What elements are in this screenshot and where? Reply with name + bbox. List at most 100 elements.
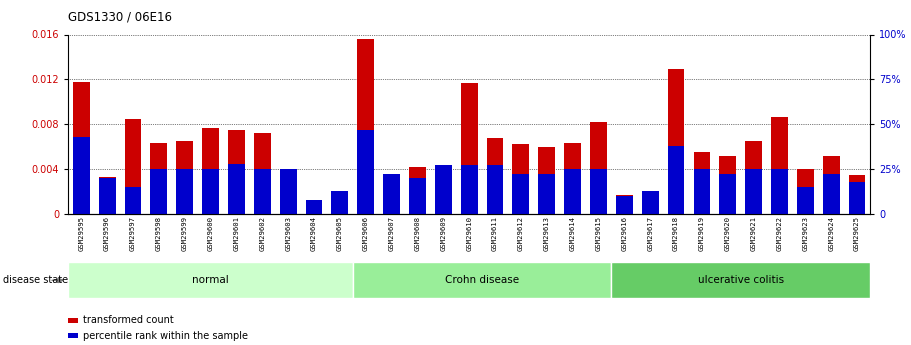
Bar <box>332 190 348 214</box>
Bar <box>720 175 736 214</box>
Bar <box>435 177 452 214</box>
Bar <box>254 133 271 214</box>
Bar <box>177 141 193 214</box>
Bar <box>564 143 581 214</box>
Bar <box>68 333 78 338</box>
Bar <box>513 144 529 214</box>
Bar <box>228 130 245 214</box>
Bar <box>202 169 219 214</box>
Text: percentile rank within the sample: percentile rank within the sample <box>83 331 248 341</box>
Bar <box>461 83 477 214</box>
Text: GSM29597: GSM29597 <box>130 216 136 251</box>
Text: GSM29612: GSM29612 <box>517 216 524 251</box>
Text: GSM29603: GSM29603 <box>285 216 292 251</box>
Text: GSM29611: GSM29611 <box>492 216 498 251</box>
Bar <box>849 181 865 214</box>
Bar <box>177 169 193 214</box>
Bar <box>384 175 400 214</box>
Bar <box>486 166 504 214</box>
Bar <box>823 175 840 214</box>
Text: GSM29614: GSM29614 <box>569 216 576 251</box>
Bar <box>616 196 633 214</box>
Bar <box>280 170 297 214</box>
Bar <box>771 169 788 214</box>
Bar <box>461 166 477 214</box>
Text: GSM29598: GSM29598 <box>156 216 162 251</box>
Bar <box>641 191 659 214</box>
Text: GSM29605: GSM29605 <box>337 216 343 251</box>
Bar <box>564 169 581 214</box>
Bar <box>823 156 840 214</box>
Text: GSM29599: GSM29599 <box>181 216 188 251</box>
Text: GSM29620: GSM29620 <box>725 216 731 251</box>
Text: GSM29601: GSM29601 <box>233 216 240 251</box>
Bar <box>305 199 322 214</box>
Bar <box>538 147 555 214</box>
Text: GSM29616: GSM29616 <box>621 216 628 251</box>
Text: GSM29606: GSM29606 <box>363 216 369 251</box>
Bar <box>745 141 762 214</box>
Text: GSM29619: GSM29619 <box>699 216 705 251</box>
Bar <box>353 262 611 298</box>
Text: GSM29624: GSM29624 <box>828 216 834 251</box>
Bar <box>98 178 116 214</box>
Bar <box>771 117 788 214</box>
Bar <box>797 187 814 214</box>
Text: GSM29607: GSM29607 <box>389 216 394 251</box>
Text: GSM29595: GSM29595 <box>78 216 84 251</box>
Text: Crohn disease: Crohn disease <box>445 275 519 285</box>
Bar <box>720 156 736 214</box>
Text: GSM29602: GSM29602 <box>260 216 265 251</box>
Text: GSM29615: GSM29615 <box>596 216 601 251</box>
Bar <box>693 169 711 214</box>
Bar <box>254 169 271 214</box>
Bar <box>616 195 633 214</box>
Text: GDS1330 / 06E16: GDS1330 / 06E16 <box>68 10 172 23</box>
Text: GSM29625: GSM29625 <box>855 216 860 251</box>
Bar <box>668 146 684 214</box>
Bar <box>125 119 141 214</box>
Bar <box>98 177 116 214</box>
Bar <box>668 69 684 214</box>
Text: GSM29622: GSM29622 <box>776 216 783 251</box>
Bar <box>409 178 425 214</box>
Text: GSM29621: GSM29621 <box>751 216 757 251</box>
Text: GSM29613: GSM29613 <box>544 216 549 251</box>
Bar <box>73 82 89 214</box>
Bar <box>849 175 865 214</box>
Bar <box>125 187 141 214</box>
Bar <box>73 137 89 214</box>
Text: GSM29618: GSM29618 <box>673 216 679 251</box>
Text: GSM29623: GSM29623 <box>803 216 808 251</box>
Bar <box>435 166 452 214</box>
Bar <box>590 122 607 214</box>
Bar <box>693 152 711 214</box>
Text: GSM29609: GSM29609 <box>440 216 446 251</box>
Bar <box>150 143 168 214</box>
Text: GSM29604: GSM29604 <box>311 216 317 251</box>
Bar <box>486 138 504 214</box>
Bar <box>641 190 659 214</box>
Bar <box>590 169 607 214</box>
Bar <box>68 262 353 298</box>
Bar <box>797 169 814 214</box>
Bar <box>280 169 297 214</box>
Text: GSM29596: GSM29596 <box>104 216 110 251</box>
Bar <box>357 39 374 214</box>
Text: ulcerative colitis: ulcerative colitis <box>698 275 783 285</box>
Bar <box>228 164 245 214</box>
Text: GSM29600: GSM29600 <box>208 216 213 251</box>
Text: disease state: disease state <box>3 275 67 285</box>
Text: normal: normal <box>192 275 229 285</box>
Bar <box>745 169 762 214</box>
Bar <box>202 128 219 214</box>
Bar <box>305 203 322 214</box>
Text: GSM29610: GSM29610 <box>466 216 472 251</box>
Text: GSM29608: GSM29608 <box>415 216 421 251</box>
Bar <box>332 197 348 214</box>
Bar <box>384 175 400 214</box>
Bar <box>150 169 168 214</box>
Bar <box>68 318 78 323</box>
Text: transformed count: transformed count <box>83 315 174 325</box>
Bar <box>409 167 425 214</box>
